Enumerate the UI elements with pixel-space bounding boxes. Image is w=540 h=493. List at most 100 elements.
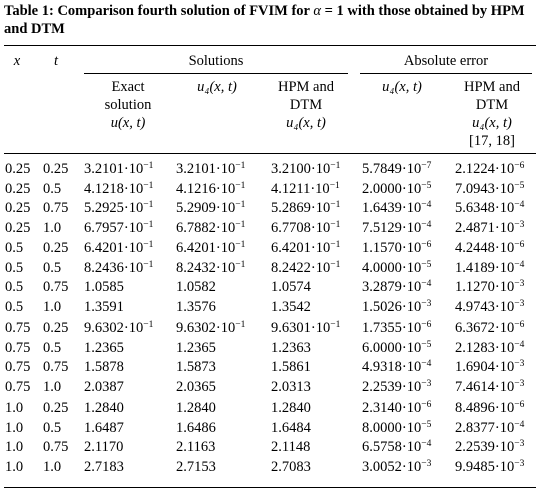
cell-x: 1.0 — [5, 439, 24, 455]
times-ten: ·10 — [494, 161, 515, 177]
mantissa: 2.1224 — [455, 161, 495, 177]
mantissa: 1.0585 — [84, 279, 124, 295]
cell-t: 0.75 — [43, 279, 69, 295]
exponent: −4 — [514, 259, 525, 270]
times-ten: ·10 — [494, 359, 515, 375]
cell-u4: 8.2432·10−1 — [176, 260, 245, 277]
cell-x: 0.75 — [5, 320, 31, 336]
times-ten: ·10 — [401, 279, 422, 295]
mantissa: 8.2432 — [176, 259, 216, 276]
times-ten: ·10 — [123, 219, 144, 236]
mantissa: 5.2869 — [271, 200, 311, 216]
mantissa: 4.9743 — [455, 298, 495, 315]
cell-err-hpm: 2.1283·10−4 — [455, 340, 524, 357]
times-ten: ·10 — [401, 378, 422, 395]
exponent: −6 — [514, 240, 525, 250]
cell-u4: 1.3576 — [176, 299, 216, 316]
mantissa: 1.0574 — [271, 279, 311, 295]
cell-hpm: 1.0574 — [271, 279, 311, 296]
mantissa: 3.2101 — [176, 161, 216, 177]
mantissa: 2.7083 — [271, 458, 311, 475]
cell-exact: 9.6302·10−1 — [84, 320, 153, 337]
mantissa: 1.2840 — [176, 400, 216, 416]
times-ten: ·10 — [310, 161, 331, 177]
exponent: −4 — [421, 279, 432, 289]
cell-u4: 9.6302·10−1 — [176, 320, 245, 337]
header-solutions: Solutions — [188, 53, 244, 69]
exponent: −3 — [514, 439, 525, 449]
cell-u4: 6.4201·10−1 — [176, 240, 245, 257]
mantissa: 6.4201 — [176, 240, 216, 256]
header-rule — [4, 153, 536, 154]
exponent: −3 — [421, 378, 432, 389]
exponent: −6 — [514, 320, 525, 330]
header-exact-line-3: u(x, t) — [110, 115, 146, 131]
cell-err-u4: 4.9318·10−4 — [362, 359, 431, 376]
mantissa: 9.6302 — [176, 320, 216, 336]
mantissa: 9.9485 — [455, 458, 495, 475]
exponent: −5 — [421, 180, 432, 191]
mantissa: 5.6348 — [455, 200, 495, 216]
times-ten: ·10 — [494, 180, 515, 197]
cell-err-u4: 2.0000·10−5 — [362, 181, 431, 198]
exponent: −6 — [421, 320, 432, 330]
mantissa: 7.4614 — [455, 378, 495, 395]
mantissa: 4.1216 — [176, 180, 216, 197]
times-ten: ·10 — [494, 339, 515, 356]
cell-err-hpm: 9.9485·10−3 — [455, 459, 524, 476]
header-hpm-dtm-line-3: u₄(x, t) — [286, 115, 326, 131]
header-exact-line-1: Exact — [111, 79, 145, 95]
cell-x: 0.25 — [5, 219, 31, 236]
mantissa: 2.7153 — [176, 458, 216, 475]
times-ten: ·10 — [494, 439, 515, 455]
mantissa: 1.2840 — [84, 400, 124, 416]
cell-exact: 1.2840 — [84, 400, 124, 417]
caption-text-b: = 1 with those obtained by HPM and DTM — [4, 3, 525, 37]
cell-err-hpm: 5.6348·10−4 — [455, 200, 524, 217]
cell-exact: 2.0387 — [84, 379, 124, 396]
exponent: −6 — [421, 240, 432, 250]
exponent: −1 — [235, 180, 246, 191]
mantissa: 2.1170 — [84, 439, 124, 455]
exponent: −1 — [143, 180, 154, 191]
mantissa: 9.6302 — [84, 320, 124, 336]
cell-x: 0.75 — [5, 339, 31, 356]
cell-t: 0.25 — [43, 400, 69, 416]
exponent: −3 — [514, 298, 525, 309]
exponent: −3 — [514, 378, 525, 389]
cell-err-u4: 3.0052·10−3 — [362, 459, 431, 476]
exponent: −1 — [235, 240, 246, 250]
times-ten: ·10 — [401, 439, 422, 455]
mantissa: 3.0052 — [362, 458, 402, 475]
mantissa: 7.5129 — [362, 219, 402, 236]
mantissa: 8.0000 — [362, 419, 402, 436]
cell-err-hpm: 2.2539·10−3 — [455, 439, 524, 456]
cell-u4: 1.0582 — [176, 279, 216, 296]
cell-hpm: 5.2869·10−1 — [271, 200, 340, 217]
exponent: −1 — [235, 200, 246, 210]
cell-u4: 5.2909·10−1 — [176, 200, 245, 217]
cell-exact: 1.0585 — [84, 279, 124, 296]
cell-exact: 6.4201·10−1 — [84, 240, 153, 257]
times-ten: ·10 — [401, 339, 422, 356]
cell-t: 0.25 — [43, 240, 69, 256]
exponent: −1 — [329, 180, 340, 191]
cell-t: 1.0 — [43, 219, 62, 236]
mantissa: 2.8377 — [455, 419, 495, 436]
mantissa: 1.2365 — [176, 339, 216, 356]
mantissa: 4.2448 — [455, 240, 495, 256]
cell-hpm: 1.6484 — [271, 420, 311, 437]
mantissa: 1.4189 — [455, 259, 495, 276]
mantissa: 5.7849 — [362, 161, 402, 177]
exponent: −1 — [330, 259, 341, 270]
cell-t: 0.75 — [43, 200, 69, 216]
cell-hpm: 1.2840 — [271, 400, 311, 417]
cell-err-u4: 3.2879·10−4 — [362, 279, 431, 296]
cell-u4: 1.2840 — [176, 400, 216, 417]
times-ten: ·10 — [494, 419, 515, 436]
cell-u4: 2.0365 — [176, 379, 216, 396]
mantissa: 6.7957 — [84, 219, 124, 236]
header-exact: Exact solution u(x, t) — [84, 78, 172, 132]
mantissa: 2.7183 — [84, 458, 124, 475]
cell-exact: 8.2436·10−1 — [84, 260, 153, 277]
